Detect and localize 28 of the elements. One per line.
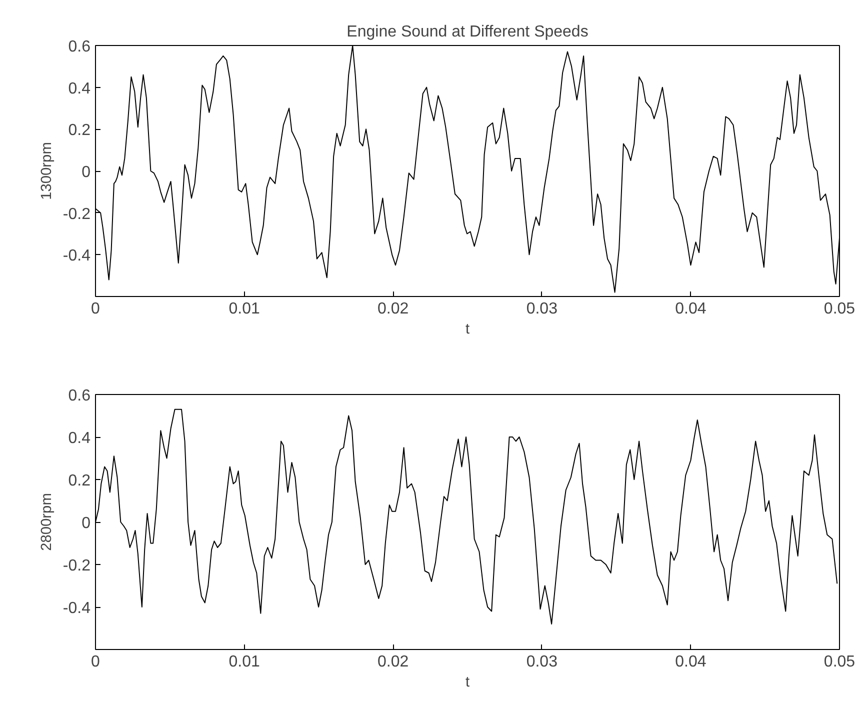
y-tick-label: 0.6 [68,388,91,404]
x-tick-label: 0.03 [526,300,558,318]
x-tick-label: 0.02 [378,654,409,670]
y-tick-label: 0.2 [68,472,91,490]
x-tick-label: 0.01 [228,654,260,670]
y-axis-title: 1300rpm [38,142,55,200]
line-series [96,46,840,293]
chart-title: Engine Sound at Different Speeds [346,24,588,40]
x-tick-label: 0.01 [228,300,260,318]
y-tick-label: -0.4 [62,600,91,617]
x-tick-label: 0.04 [675,300,706,318]
y-axis-title: 2800rpm [38,493,55,551]
y-tick-label: -0.2 [62,558,91,574]
x-axis-title: t [465,322,470,338]
y-tick-label: -0.2 [62,206,91,223]
y-tick-label: 0.2 [68,122,91,140]
y-tick-label: 0 [82,164,91,181]
y-tick-label: 0.6 [68,38,91,56]
y-tick-label: 0.4 [68,430,91,447]
x-tick-label: 0.05 [824,300,856,318]
y-tick-label: -0.4 [62,248,91,265]
y-tick-label: 0.4 [68,80,91,98]
x-tick-label: 0.04 [675,654,706,670]
x-tick-label: 0.05 [824,654,856,670]
x-tick-label: 0.02 [378,300,409,318]
y-tick-label: 0 [82,515,91,532]
x-axis-title: t [465,674,470,690]
x-tick-label: 0.03 [526,654,558,670]
